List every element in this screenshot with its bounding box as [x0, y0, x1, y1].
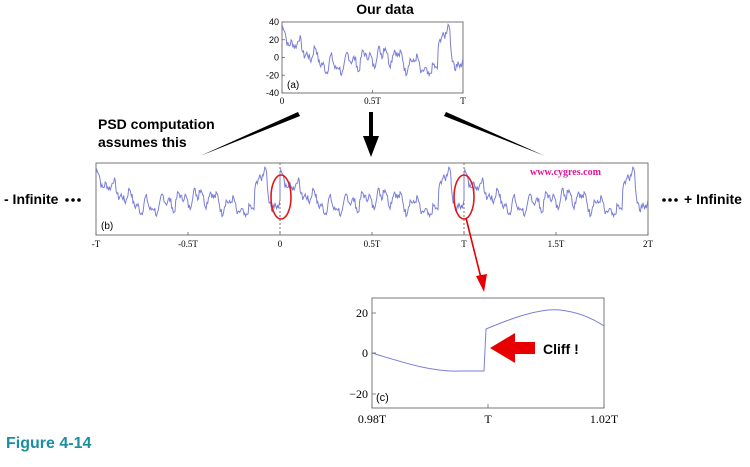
cliff-label: Cliff !	[543, 341, 579, 357]
panel-a-y-tick-label: 0	[274, 53, 279, 63]
panel-b-x-tick-label: 0	[278, 239, 283, 249]
panel-a-y-ticks: 40 20 0 -20 -40	[266, 17, 285, 98]
panel-a-x-tick-label: 0	[280, 96, 285, 106]
panel-a-x-ticks: 0 0.5T T	[280, 90, 466, 106]
panel-b-x-tick-label: 1.5T	[548, 239, 565, 249]
panel-a-y-tick-label: -40	[266, 88, 279, 98]
psd-caption-line-1: PSD computation	[98, 116, 215, 132]
psd-caption-line-2: assumes this	[98, 134, 187, 150]
discontinuity-ellipse-0	[270, 174, 292, 220]
panel-b-x-tick-label: T	[461, 239, 467, 249]
middle-arrow	[363, 112, 379, 157]
panel-b-x-tick-label: -0.5T	[178, 239, 198, 249]
panel-a-x-tick-label: 0.5T	[364, 96, 381, 106]
panel-c-y-tick-label: −20	[349, 387, 368, 401]
panel-b-x-tick-label: -T	[92, 239, 101, 249]
zoom-arrow-head	[476, 274, 487, 292]
right-wedge-arrow	[444, 112, 545, 156]
right-ellipsis-dots	[662, 198, 678, 202]
panel-c-x-tick-label: 1.02T	[590, 412, 619, 426]
panel-b-x-ticks: -T -0.5T 0 0.5T T 1.5T 2T	[92, 232, 654, 249]
left-wedge-arrow	[200, 112, 300, 156]
panel-a-y-tick-label: -20	[266, 70, 279, 80]
panel-c-x-ticks: 0.98T T 1.02T	[358, 404, 619, 426]
panel-a: (a) 40 20 0 -20 -40 0 0.5T T	[266, 17, 466, 106]
figure-number-label: Figure 4-14	[6, 435, 91, 452]
panel-a-y-tick-label: 40	[269, 17, 279, 27]
panel-b-tag: (b)	[101, 221, 113, 232]
panel-a-tag: (a)	[287, 80, 299, 91]
panel-b-x-tick-label: 2T	[643, 239, 654, 249]
plus-infinite-label: + Infinite	[684, 191, 742, 207]
panel-a-y-tick-label: 20	[269, 35, 279, 45]
cliff-arrow	[490, 333, 535, 363]
panel-c-x-tick-label: 0.98T	[358, 412, 387, 426]
minus-infinite-label: - Infinite	[4, 191, 59, 207]
panel-b-signal	[96, 165, 648, 219]
panel-c: (c) 20 0 −20 0.98T T 1.02T	[349, 297, 619, 426]
panel-a-x-tick-label: T	[460, 96, 466, 106]
panel-c-y-ticks: 20 0 −20	[349, 306, 376, 401]
panel-c-tag: (c)	[376, 392, 389, 404]
left-ellipsis-dots	[65, 198, 81, 202]
panel-c-x-tick-label: T	[484, 412, 492, 426]
watermark-text: www.cygres.com	[530, 167, 602, 178]
panel-a-signal	[282, 23, 463, 78]
discontinuity-ellipse-T	[453, 174, 475, 220]
panel-c-y-tick-label: 20	[356, 306, 368, 320]
panel-b: (b) www.cygres.com -T -0.5T 0 0.5T T 1.5T 2T	[92, 162, 654, 249]
panel-c-y-tick-label: 0	[362, 346, 368, 360]
psd-caption: PSD computation assumes this	[98, 116, 219, 150]
panel-a-frame	[281, 21, 464, 94]
figure-title: Our data	[356, 1, 414, 17]
zoom-arrow-shaft	[465, 217, 482, 279]
panel-b-x-tick-label: 0.5T	[364, 239, 381, 249]
panel-c-signal	[372, 309, 604, 372]
